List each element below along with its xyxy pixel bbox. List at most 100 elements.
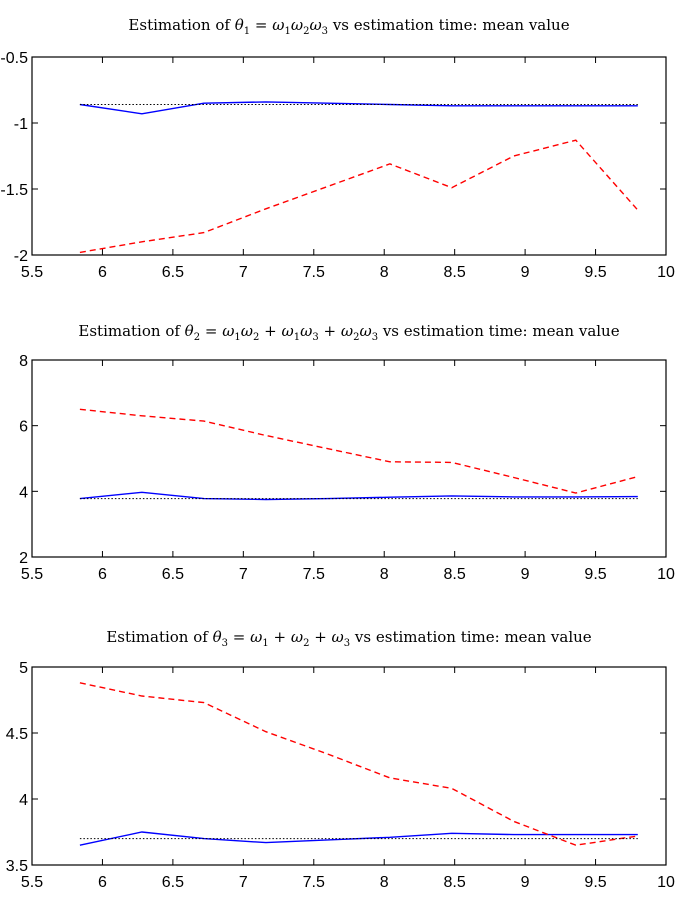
title-subscript: 3 bbox=[312, 332, 318, 343]
title-text: ω bbox=[250, 628, 262, 646]
title-text: = bbox=[200, 322, 222, 340]
title-text: ω bbox=[341, 322, 353, 340]
title-text: ω bbox=[291, 628, 303, 646]
series-line-solid bbox=[79, 101, 638, 115]
chart-panel-1: Estimation of θ1 = ω1ω2ω3 vs estimation … bbox=[0, 16, 675, 281]
title-text: + bbox=[259, 322, 281, 340]
x-tick-label: 8 bbox=[380, 874, 389, 891]
y-tick-label: -2 bbox=[14, 248, 28, 265]
y-tick-label: -0.5 bbox=[0, 50, 28, 67]
x-tick-label: 10 bbox=[657, 874, 675, 891]
axes-box bbox=[31, 56, 667, 256]
series-line-solid bbox=[79, 831, 638, 846]
title-text: ω bbox=[332, 628, 344, 646]
title-subscript: 1 bbox=[284, 26, 290, 37]
x-tick-label: 5.5 bbox=[21, 264, 43, 281]
y-tick-label: -1.5 bbox=[0, 182, 28, 199]
title-subscript: 3 bbox=[344, 638, 350, 649]
title-subscript: 1 bbox=[262, 638, 268, 649]
title-subscript: 2 bbox=[303, 26, 309, 37]
title-text: ω bbox=[291, 16, 303, 34]
x-tick-label: 7.5 bbox=[303, 566, 325, 583]
y-tick-label: 3.5 bbox=[6, 858, 28, 875]
title-text: θ bbox=[213, 628, 222, 646]
series-line-dashed bbox=[79, 408, 638, 494]
x-tick-label: 9 bbox=[521, 874, 530, 891]
x-tick-label: 8.5 bbox=[444, 264, 466, 281]
x-tick-label: 6.5 bbox=[162, 874, 184, 891]
axes-box bbox=[31, 666, 667, 866]
x-tick-label: 6 bbox=[98, 264, 107, 281]
title-text: ω bbox=[241, 322, 253, 340]
x-tick-label: 8 bbox=[380, 566, 389, 583]
title-text: Estimation of bbox=[106, 628, 212, 646]
title-text: θ bbox=[185, 322, 194, 340]
x-tick-label: 8.5 bbox=[444, 874, 466, 891]
title-subscript: 3 bbox=[222, 638, 228, 649]
x-tick-label: 7 bbox=[239, 264, 248, 281]
title-text: ω bbox=[222, 322, 234, 340]
title-subscript: 2 bbox=[253, 332, 259, 343]
series-line-solid bbox=[79, 491, 638, 501]
x-tick-label: 6 bbox=[98, 874, 107, 891]
y-tick-label: 4.5 bbox=[6, 726, 28, 743]
title-text: ω bbox=[282, 322, 294, 340]
x-tick-label: 9 bbox=[521, 566, 530, 583]
title-text: vs estimation time: mean value bbox=[350, 628, 592, 646]
x-tick-label: 5.5 bbox=[21, 874, 43, 891]
chart-panel-2: Estimation of θ2 = ω1ω2 + ω1ω3 + ω2ω3 vs… bbox=[19, 322, 675, 583]
title-subscript: 2 bbox=[353, 332, 359, 343]
chart-panel-3: Estimation of θ3 = ω1 + ω2 + ω3 vs estim… bbox=[6, 628, 675, 891]
y-tick-label: 4 bbox=[19, 484, 28, 501]
title-subscript: 2 bbox=[194, 332, 200, 343]
x-tick-label: 6.5 bbox=[162, 566, 184, 583]
x-tick-label: 8 bbox=[380, 264, 389, 281]
title-text: + bbox=[269, 628, 291, 646]
series-line-dashed bbox=[79, 139, 639, 254]
x-tick-label: 9.5 bbox=[584, 566, 606, 583]
title-subscript: 1 bbox=[244, 26, 250, 37]
x-tick-label: 7 bbox=[239, 874, 248, 891]
title-text: ω bbox=[359, 322, 371, 340]
x-tick-label: 6.5 bbox=[162, 264, 184, 281]
y-tick-label: 6 bbox=[19, 419, 28, 436]
x-tick-label: 7.5 bbox=[303, 874, 325, 891]
title-text: θ bbox=[235, 16, 244, 34]
x-tick-label: 7 bbox=[239, 566, 248, 583]
title-subscript: 2 bbox=[303, 638, 309, 649]
x-tick-label: 9.5 bbox=[584, 264, 606, 281]
title-text: vs estimation time: mean value bbox=[378, 322, 620, 340]
x-tick-label: 6 bbox=[98, 566, 107, 583]
title-subscript: 3 bbox=[322, 26, 328, 37]
chart-title: Estimation of θ3 = ω1 + ω2 + ω3 vs estim… bbox=[106, 628, 591, 649]
chart-title: Estimation of θ2 = ω1ω2 + ω1ω3 + ω2ω3 vs… bbox=[78, 322, 619, 343]
y-tick-label: 5 bbox=[19, 660, 28, 677]
x-tick-label: 5.5 bbox=[21, 566, 43, 583]
axes-box bbox=[31, 359, 667, 558]
title-subscript: 1 bbox=[294, 332, 300, 343]
title-text: Estimation of bbox=[128, 16, 234, 34]
x-tick-label: 8.5 bbox=[444, 566, 466, 583]
x-tick-label: 7.5 bbox=[303, 264, 325, 281]
title-subscript: 1 bbox=[234, 332, 240, 343]
title-text: ω bbox=[272, 16, 284, 34]
title-text: Estimation of bbox=[78, 322, 184, 340]
title-text: ω bbox=[309, 16, 321, 34]
title-text: = bbox=[250, 16, 272, 34]
title-text: + bbox=[309, 628, 331, 646]
y-tick-label: 4 bbox=[19, 792, 28, 809]
y-tick-label: -1 bbox=[14, 116, 28, 133]
y-tick-label: 2 bbox=[19, 550, 28, 567]
x-tick-label: 10 bbox=[657, 264, 675, 281]
series-line-dashed bbox=[79, 682, 638, 846]
title-text: + bbox=[319, 322, 341, 340]
x-tick-label: 10 bbox=[657, 566, 675, 583]
title-subscript: 3 bbox=[372, 332, 378, 343]
x-tick-label: 9.5 bbox=[584, 874, 606, 891]
title-text: vs estimation time: mean value bbox=[328, 16, 570, 34]
title-text: ω bbox=[300, 322, 312, 340]
x-tick-label: 9 bbox=[521, 264, 530, 281]
y-tick-label: 8 bbox=[19, 353, 28, 370]
title-text: = bbox=[228, 628, 250, 646]
